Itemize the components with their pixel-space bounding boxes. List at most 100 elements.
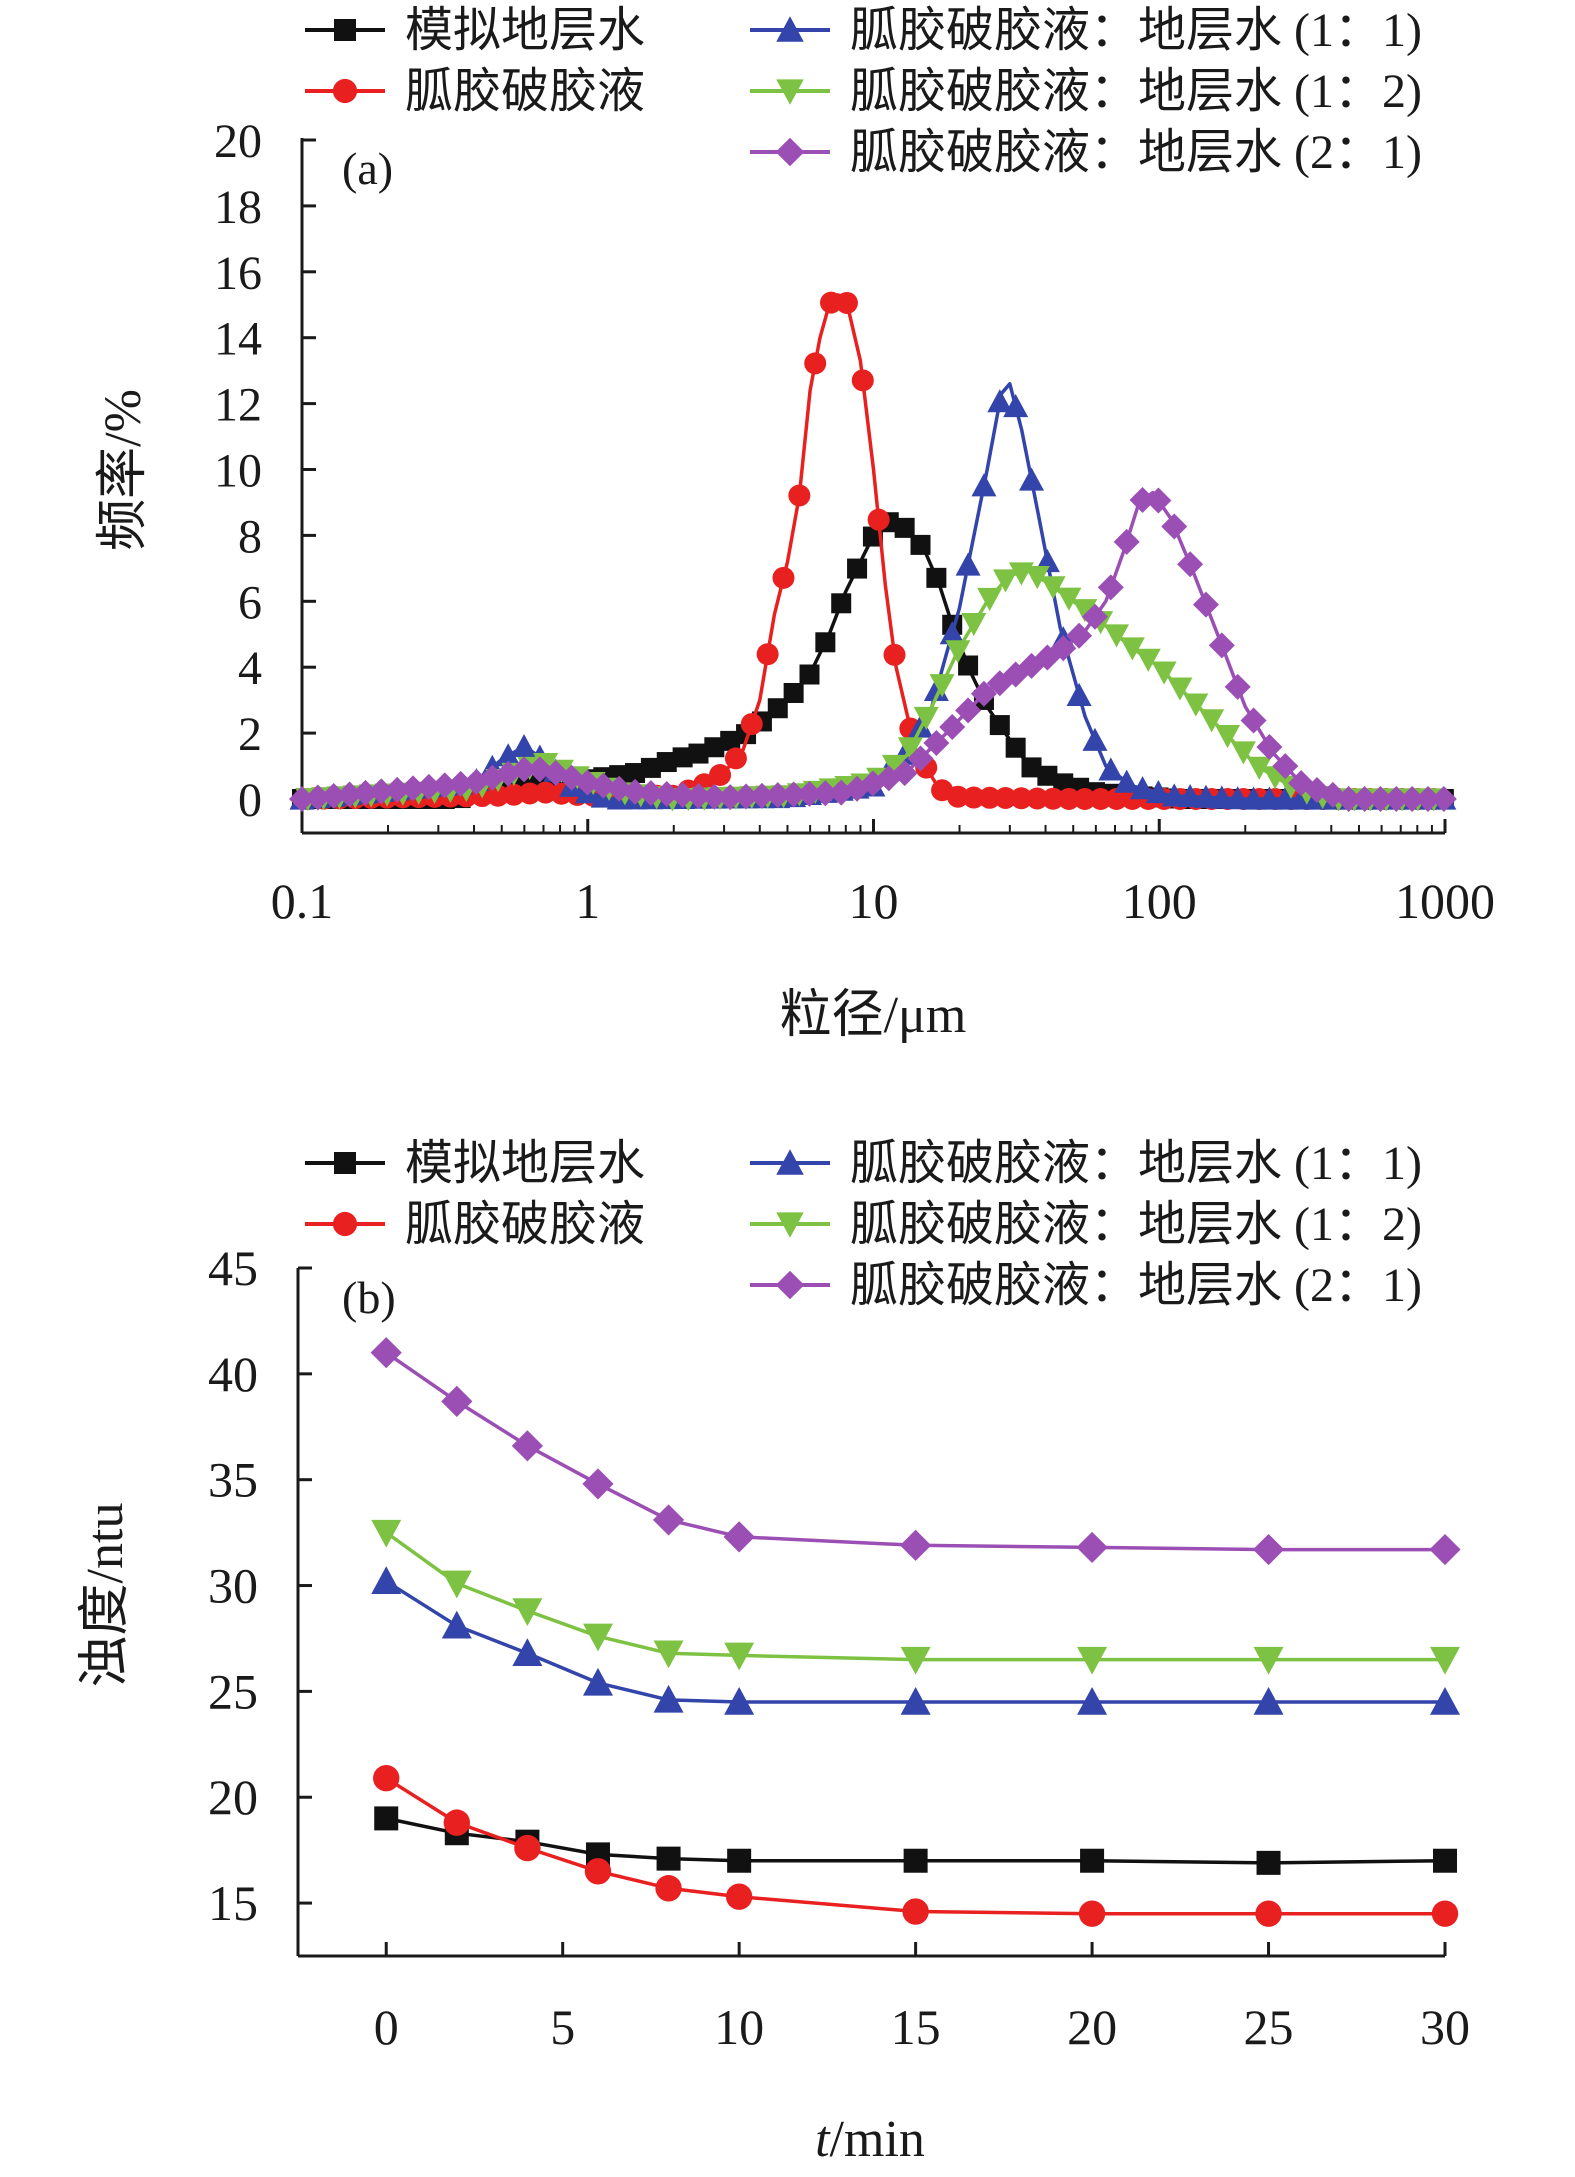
data-point	[883, 643, 906, 666]
legend-item: 胍胶破胶液：地层水 (2：1)	[750, 126, 1422, 179]
data-point	[902, 1898, 929, 1925]
data-point	[804, 352, 827, 375]
y-tick-label: 2	[238, 708, 262, 761]
data-point	[1019, 467, 1045, 491]
legend-marker	[776, 79, 804, 105]
data-point	[655, 1875, 682, 1902]
y-tick-label: 8	[238, 510, 262, 563]
data-point	[289, 786, 315, 812]
legend-item: 胍胶破胶液	[305, 1198, 645, 1251]
data-point	[1104, 624, 1130, 648]
data-point	[717, 784, 744, 811]
x-tick-label: 20	[1067, 1999, 1117, 2055]
y-tick-label: 20	[214, 115, 262, 168]
data-point	[1429, 1533, 1461, 1566]
data-point	[989, 715, 1010, 736]
axes	[296, 1268, 1445, 1958]
legend-item: 模拟地层水	[305, 1137, 645, 1190]
data-point	[652, 1504, 685, 1536]
data-point	[511, 733, 537, 758]
data-point	[1082, 727, 1108, 751]
x-tick-label: 100	[1122, 873, 1197, 929]
data-point	[1005, 737, 1026, 758]
y-tick-label: 30	[208, 1558, 258, 1614]
data-point	[1367, 786, 1394, 812]
data-point	[724, 1686, 755, 1715]
data-point	[812, 780, 839, 807]
series	[371, 1519, 1460, 1675]
legend-item: 胍胶破胶液：地层水 (1：2)	[750, 65, 1422, 118]
data-point	[1010, 787, 1033, 810]
data-point	[1177, 551, 1204, 578]
legend-marker	[334, 19, 356, 41]
y-tick-label: 18	[214, 181, 262, 234]
series-line	[385, 1816, 1446, 1865]
data-point	[780, 781, 807, 808]
series-line	[385, 1351, 1445, 1552]
data-point	[926, 567, 947, 588]
data-point	[1433, 1848, 1457, 1873]
data-point	[622, 778, 649, 805]
y-tick-label: 35	[208, 1452, 258, 1508]
legend-item: 模拟地层水	[305, 4, 645, 57]
data-point	[1066, 622, 1093, 649]
series	[296, 291, 1445, 810]
data-point	[518, 782, 541, 805]
series	[371, 1566, 1460, 1715]
data-point	[847, 558, 868, 579]
data-point	[882, 754, 908, 779]
data-point	[923, 729, 950, 756]
data-point	[900, 1529, 932, 1561]
data-point	[1024, 565, 1050, 590]
legend-label: 胍胶破胶液：地层水 (1：1)	[850, 1137, 1422, 1190]
data-point	[1253, 1646, 1284, 1675]
data-point	[1256, 733, 1283, 760]
data-point	[1177, 784, 1203, 808]
data-point	[1430, 1686, 1460, 1715]
data-point	[1145, 780, 1171, 804]
data-point	[1129, 486, 1156, 513]
data-point	[672, 747, 693, 768]
legend-item: 胍胶破胶液：地层水 (1：1)	[750, 4, 1422, 57]
data-point	[584, 1858, 612, 1885]
data-point	[370, 1337, 402, 1369]
data-point	[815, 632, 836, 653]
x-tick-label: 1	[575, 873, 600, 929]
y-tick-label: 15	[208, 1875, 258, 1931]
data-point	[656, 1846, 681, 1871]
data-point	[1089, 788, 1112, 810]
data-point	[447, 770, 474, 797]
data-point	[1335, 786, 1362, 812]
data-point	[656, 752, 677, 773]
data-point	[929, 674, 955, 698]
data-point	[1241, 786, 1267, 810]
data-point	[900, 1646, 931, 1675]
series	[289, 486, 1457, 812]
data-point	[1225, 786, 1251, 810]
data-point	[831, 593, 852, 614]
data-point	[511, 756, 538, 783]
data-point	[415, 773, 442, 800]
data-point	[400, 775, 427, 802]
legend-item: 胍胶破胶液：地层水 (2：1)	[750, 1259, 1422, 1312]
data-point	[582, 1623, 613, 1652]
x-tick-label: 0	[374, 1999, 399, 2055]
series-line	[302, 520, 1445, 801]
y-tick-label: 6	[238, 576, 262, 629]
data-point	[894, 517, 915, 538]
legend-label: 模拟地层水	[405, 4, 645, 57]
data-point	[1076, 1531, 1108, 1564]
data-point	[688, 743, 709, 764]
data-point	[1097, 574, 1124, 601]
data-point	[1193, 784, 1219, 808]
data-point	[970, 680, 997, 707]
data-point	[733, 783, 760, 810]
x-tick-label: 15	[891, 1999, 941, 2055]
y-tick-label: 45	[208, 1240, 258, 1296]
data-point	[320, 782, 347, 809]
data-point	[1252, 1533, 1285, 1566]
y-tick-label: 20	[208, 1769, 258, 1825]
legend-label: 胍胶破胶液：地层水 (1：1)	[850, 4, 1422, 57]
data-point	[1431, 1900, 1459, 1927]
series-line	[385, 1776, 1445, 1916]
